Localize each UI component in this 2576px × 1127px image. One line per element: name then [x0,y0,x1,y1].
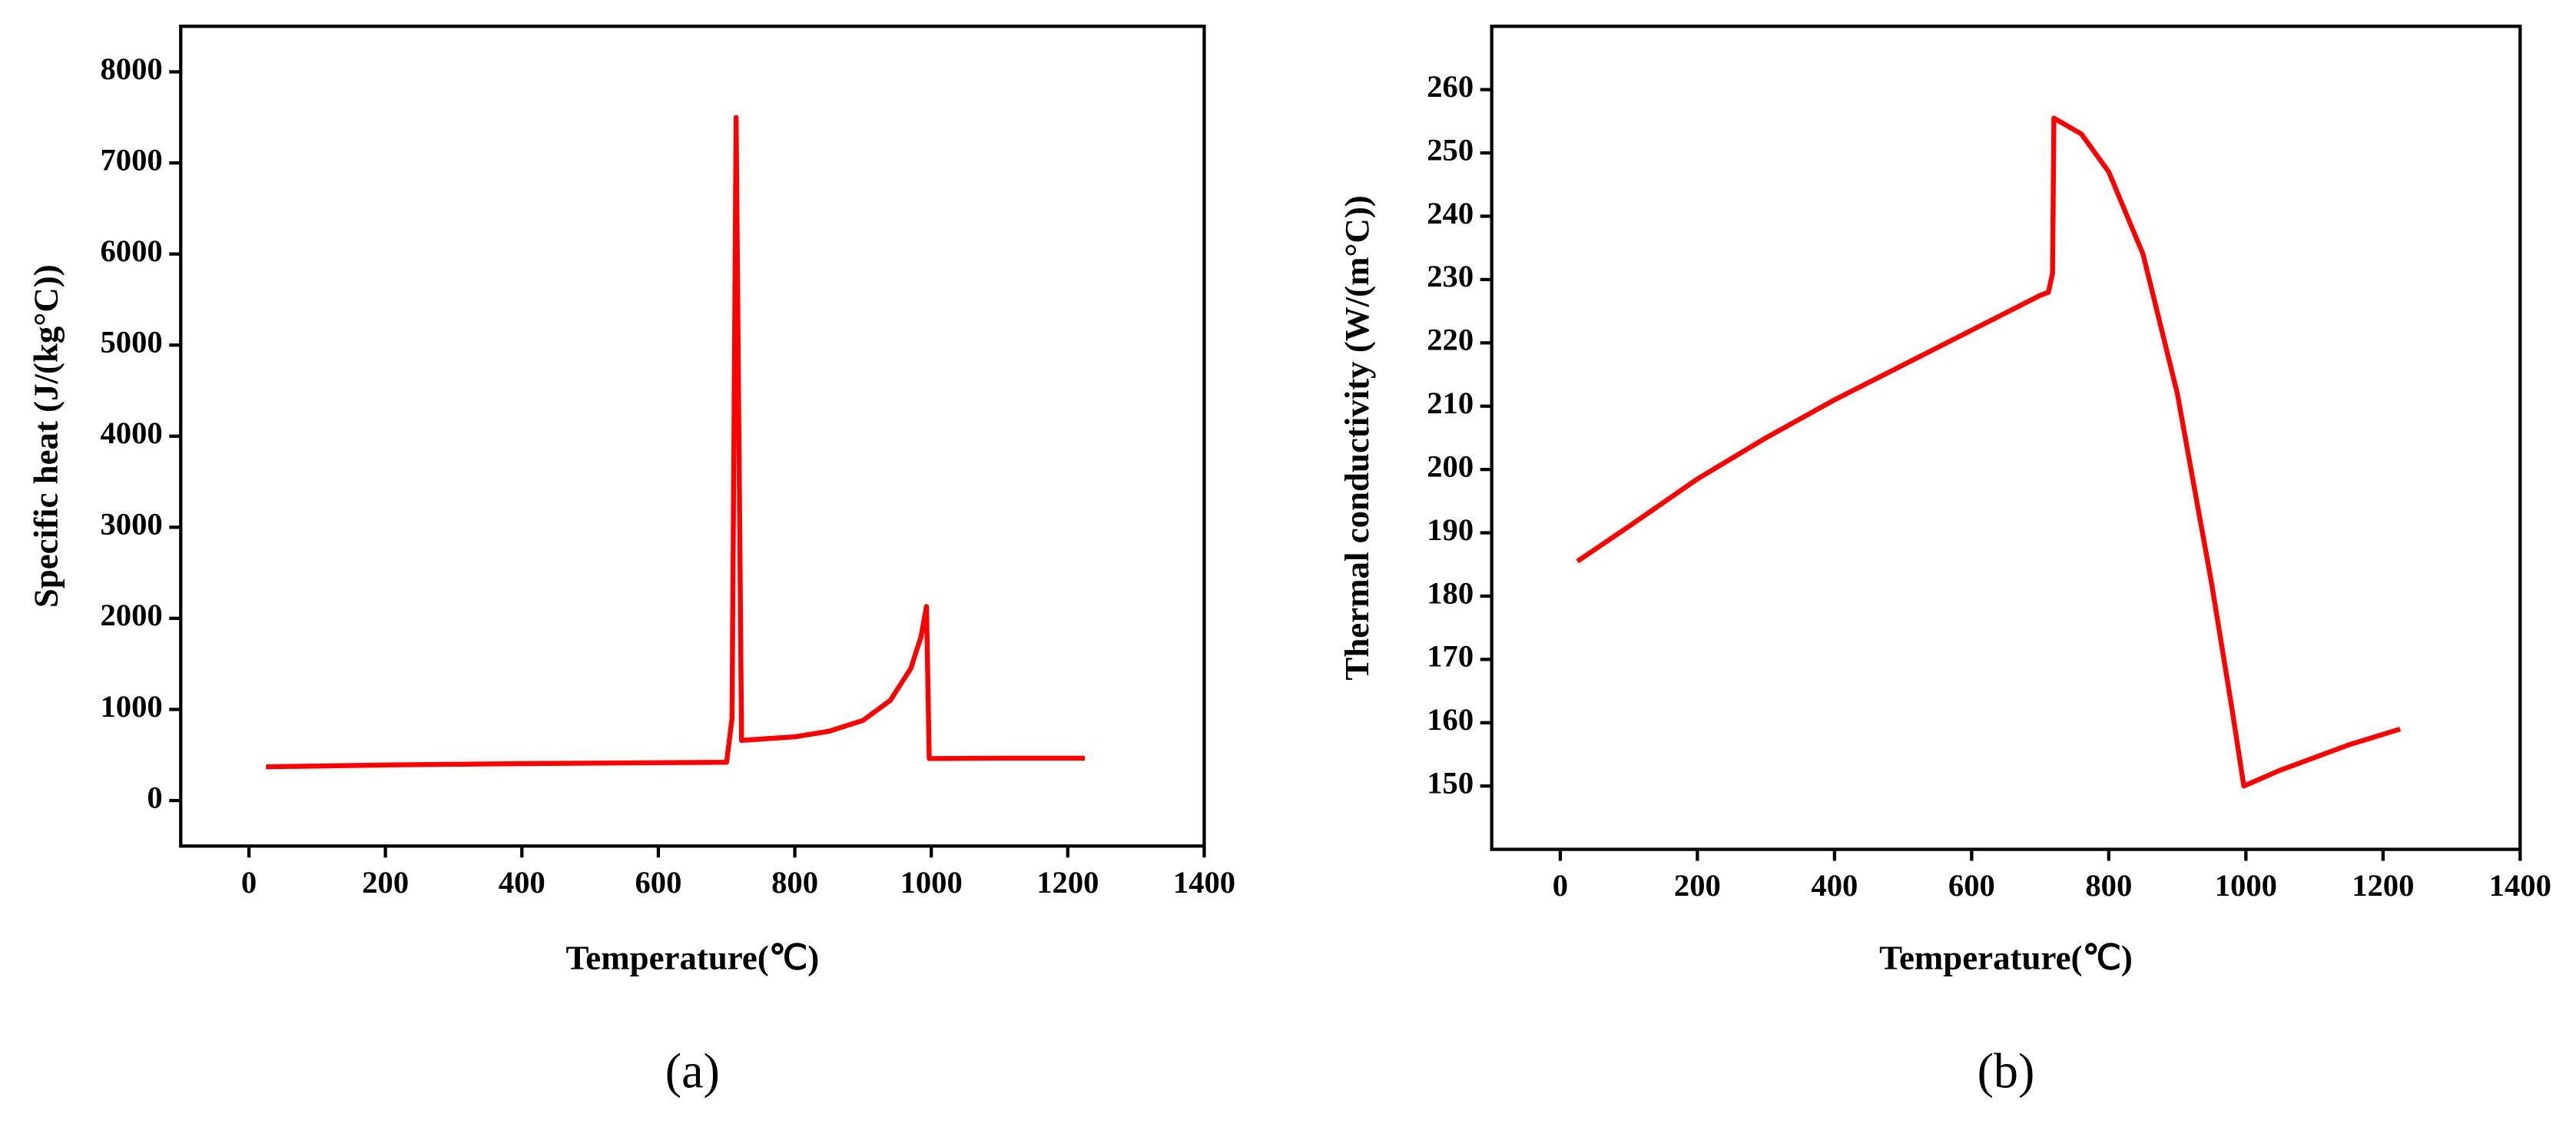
y-tick-label: 180 [1427,575,1474,610]
x-tick-label: 1000 [2215,868,2277,903]
x-tick-label: 600 [1948,868,1995,903]
x-axis-label: Temperature(℃) [1879,938,2133,976]
y-tick-label: 210 [1427,386,1474,420]
x-tick-label: 1200 [1036,865,1099,900]
x-axis-label: Temperature(℃) [565,938,819,976]
y-tick-label: 240 [1427,196,1474,230]
panel-label: (b) [1978,1043,2035,1098]
x-tick-label: 0 [1553,868,1568,903]
y-tick-label: 2000 [100,598,162,632]
x-tick-label: 600 [635,865,681,900]
y-tick-label: 230 [1427,259,1474,293]
x-tick-label: 800 [771,865,818,900]
x-tick-label: 200 [1674,868,1721,903]
y-tick-label: 190 [1427,512,1474,547]
data-line [1576,115,2402,789]
y-tick-label: 4000 [100,416,162,450]
y-tick-label: 6000 [100,234,162,268]
y-tick-label: 250 [1427,132,1474,167]
x-tick-label: 1400 [2489,868,2551,903]
y-tick-label: 5000 [100,325,162,360]
x-tick-label: 800 [2085,868,2132,903]
plot-frame [1490,25,2522,851]
x-tick-label: 0 [241,865,257,900]
y-tick-label: 170 [1427,639,1474,674]
plot-frame [179,25,1206,848]
y-tick-label: 150 [1427,765,1474,800]
x-tick-label: 1200 [2352,868,2414,903]
y-tick-label: 220 [1427,323,1474,357]
y-axis-label: Thermal conductivity (W/(m°C)) [1338,195,1376,680]
data-line [266,114,1086,770]
y-tick-label: 160 [1427,702,1474,737]
x-tick-label: 400 [1811,868,1858,903]
y-tick-label: 0 [147,780,162,814]
y-tick-label: 1000 [100,689,162,724]
y-tick-label: 260 [1427,69,1474,104]
x-tick-label: 1000 [900,865,963,900]
x-tick-label: 200 [362,865,409,900]
x-tick-label: 400 [499,865,545,900]
y-axis-label: Specific heat (J/(kg°C)) [26,264,65,608]
x-tick-label: 1400 [1173,865,1235,900]
y-tick-label: 7000 [100,142,162,177]
panel-label: (a) [665,1043,720,1098]
y-tick-label: 8000 [100,51,162,86]
y-tick-label: 3000 [100,507,162,542]
y-tick-label: 200 [1427,449,1474,483]
